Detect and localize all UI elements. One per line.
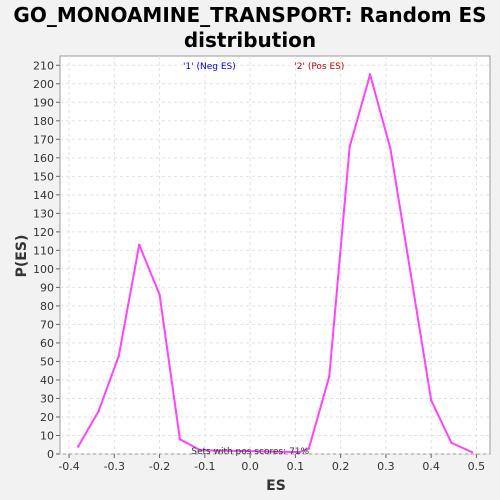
data-point — [97, 410, 100, 413]
y-tick-label: 70 — [40, 318, 54, 331]
data-point — [117, 354, 121, 358]
x-tick-label: 0.5 — [468, 460, 486, 473]
y-tick-label: 210 — [33, 59, 54, 72]
pos-score-annotation: Sets with pos scores: 71% — [191, 447, 309, 457]
x-tick-label: -0.4 — [58, 460, 79, 473]
y-tick-label: 110 — [33, 244, 54, 257]
data-point — [409, 273, 412, 276]
y-tick-label: 170 — [33, 133, 54, 146]
data-point — [307, 447, 311, 450]
y-axis-label: P(ES) — [14, 235, 30, 278]
y-tick-label: 200 — [33, 78, 54, 91]
y-tick-label: 20 — [40, 411, 54, 424]
legend: '1' (Neg ES) '2' (Pos ES) — [183, 62, 344, 72]
data-point — [429, 399, 433, 402]
x-tick-label: 0.2 — [332, 460, 350, 473]
y-tick-label: 60 — [40, 337, 54, 350]
data-point — [158, 293, 161, 296]
y-tick-label: 80 — [40, 300, 54, 313]
y-tick-label: 50 — [40, 355, 54, 368]
x-tick-label: -0.3 — [104, 460, 125, 473]
x-tick-label: 0.0 — [241, 460, 259, 473]
legend-entry: '2' (Pos ES) — [294, 62, 344, 72]
y-tick-label: 190 — [33, 96, 54, 109]
data-point — [199, 449, 202, 452]
data-point — [178, 437, 182, 441]
x-tick-label: 0.1 — [287, 460, 305, 473]
y-tick-label: 10 — [40, 429, 54, 442]
y-tick-label: 180 — [33, 115, 54, 128]
plot-area — [59, 55, 491, 455]
x-tick-label: -0.1 — [194, 460, 215, 473]
data-point — [76, 445, 80, 448]
data-point — [298, 450, 302, 454]
y-tick-label: 40 — [40, 374, 54, 387]
y-tick-label: 150 — [33, 170, 54, 183]
data-point — [328, 375, 331, 378]
y-tick-label: 30 — [40, 392, 54, 405]
data-point — [389, 147, 392, 150]
x-axis-ticks: -0.4 -0.3 -0.2 -0.1 0.0 0.1 0.2 0.3 0.4 0.5 — [58, 454, 485, 473]
y-axis-ticks: 0 10 20 30 40 50 60 70 80 90 100 110 120 130 140 150 160… — [33, 59, 60, 461]
y-tick-label: 0 — [47, 448, 54, 461]
x-tick-label: 0.4 — [422, 460, 440, 473]
y-tick-label: 100 — [33, 263, 54, 276]
data-point — [138, 243, 141, 247]
y-tick-label: 90 — [40, 281, 54, 294]
y-tick-label: 130 — [33, 207, 54, 220]
grid-lines — [60, 56, 490, 455]
x-axis-label: ES — [266, 478, 286, 494]
data-point — [348, 145, 351, 148]
chart-title-line2: distribution — [184, 28, 316, 52]
x-tick-label: 0.3 — [377, 460, 395, 473]
series-layer — [76, 73, 474, 454]
data-point — [470, 450, 474, 454]
chart-title-line1: GO_MONOAMINE_TRANSPORT: Random ES — [13, 3, 486, 27]
legend-entry: '1' (Neg ES) — [183, 62, 236, 72]
y-tick-label: 120 — [33, 226, 54, 239]
y-tick-label: 160 — [33, 152, 54, 165]
x-tick-label: -0.2 — [149, 460, 170, 473]
y-tick-label: 140 — [33, 189, 54, 202]
data-point — [450, 441, 453, 445]
data-point — [368, 73, 372, 76]
